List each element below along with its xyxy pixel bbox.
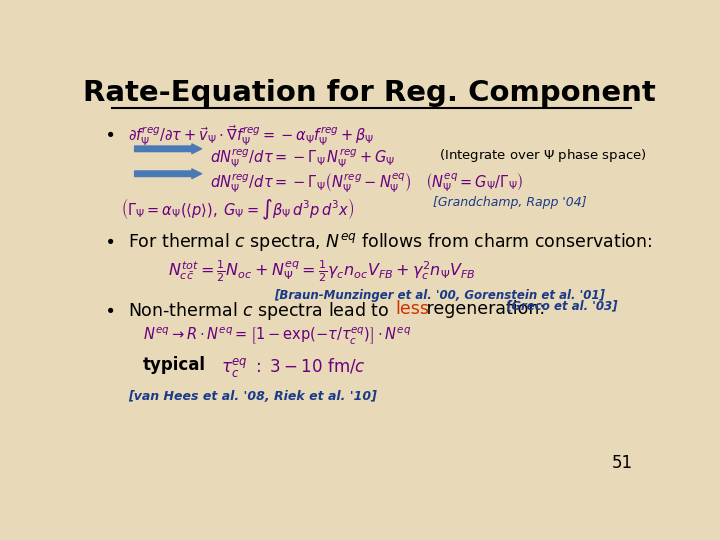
Text: [Grandchamp, Rapp '04]: [Grandchamp, Rapp '04] xyxy=(433,196,587,209)
FancyArrowPatch shape xyxy=(135,169,202,179)
Text: [Greco et al. '03]: [Greco et al. '03] xyxy=(505,300,617,313)
Text: Rate-Equation for Reg. Component: Rate-Equation for Reg. Component xyxy=(83,79,655,107)
Text: $dN_\Psi^{reg} / d\tau = -\Gamma_\Psi\, N_\Psi^{reg} + G_\Psi$: $dN_\Psi^{reg} / d\tau = -\Gamma_\Psi\, … xyxy=(210,147,395,170)
Text: regeneration:: regeneration: xyxy=(421,300,546,318)
Text: $dN_\Psi^{reg} / d\tau = -\Gamma_\Psi \left(N_\Psi^{reg} - N_\Psi^{eq}\right)$: $dN_\Psi^{reg} / d\tau = -\Gamma_\Psi \l… xyxy=(210,172,411,195)
Text: $\left(\Gamma_\Psi = \alpha_\Psi \left(\langle p\rangle\right),\; G_\Psi = \int : $\left(\Gamma_\Psi = \alpha_\Psi \left(\… xyxy=(121,197,354,222)
Text: $\partial f_\Psi^{reg} / \partial\tau + \vec{v}_\Psi \cdot \vec{\nabla} f_\Psi^{: $\partial f_\Psi^{reg} / \partial\tau + … xyxy=(128,124,374,148)
Text: $N_{c\bar{c}}^{tot} = \frac{1}{2} N_{oc} + N_\Psi^{eq} = \frac{1}{2}\gamma_c n_{: $N_{c\bar{c}}^{tot} = \frac{1}{2} N_{oc}… xyxy=(168,258,476,284)
Text: less: less xyxy=(395,300,429,318)
Text: [Braun-Munzinger et al. '00, Gorenstein et al. '01]: [Braun-Munzinger et al. '00, Gorenstein … xyxy=(274,288,605,301)
Text: Non-thermal $c$ spectra lead to: Non-thermal $c$ spectra lead to xyxy=(128,300,390,322)
Text: $\bullet$: $\bullet$ xyxy=(104,124,114,142)
Text: For thermal $c$ spectra, $N^{eq}$ follows from charm conservation:: For thermal $c$ spectra, $N^{eq}$ follow… xyxy=(128,231,652,253)
Text: typical: typical xyxy=(143,356,206,374)
Text: $\left(N_\Psi^{eq} = G_\Psi / \Gamma_\Psi\right)$: $\left(N_\Psi^{eq} = G_\Psi / \Gamma_\Ps… xyxy=(425,172,523,194)
Text: $\bullet$: $\bullet$ xyxy=(104,231,114,249)
Text: $\tau_c^{eq}\ :\ 3-10\ \mathrm{fm}/c$: $\tau_c^{eq}\ :\ 3-10\ \mathrm{fm}/c$ xyxy=(221,356,366,379)
Text: 51: 51 xyxy=(611,454,632,472)
FancyArrowPatch shape xyxy=(135,144,202,154)
Text: $\bullet$: $\bullet$ xyxy=(104,300,114,318)
Text: $N^{eq} \to R \cdot N^{eq} = \left[1 - \exp(-\tau / \tau_c^{eq})\right] \cdot N^: $N^{eq} \to R \cdot N^{eq} = \left[1 - \… xyxy=(143,326,411,347)
Text: [van Hees et al. '08, Riek et al. '10]: [van Hees et al. '08, Riek et al. '10] xyxy=(128,390,377,403)
Text: (Integrate over $\Psi$ phase space): (Integrate over $\Psi$ phase space) xyxy=(438,147,647,164)
